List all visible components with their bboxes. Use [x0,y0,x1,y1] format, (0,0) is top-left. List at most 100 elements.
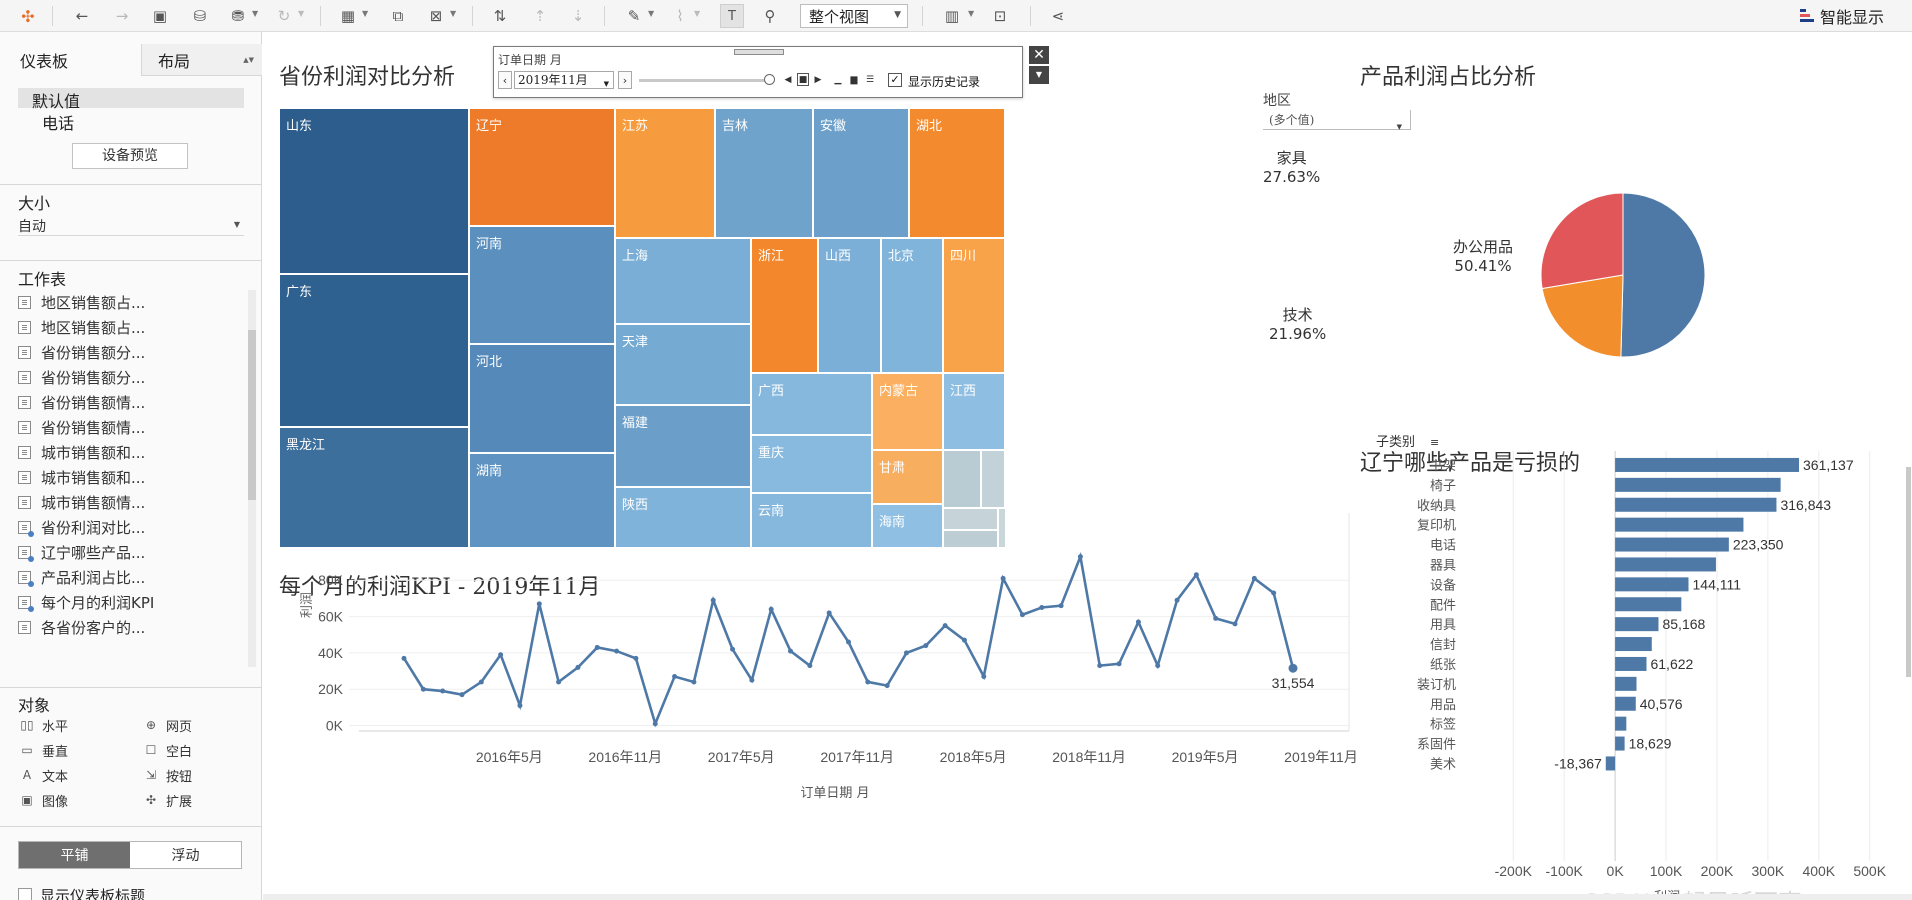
treemap-cell[interactable] [998,508,1006,548]
data-point[interactable] [536,601,542,607]
sheet-item[interactable]: 各省份客户的... [18,615,238,640]
treemap-cell[interactable] [943,530,998,548]
close-icon[interactable]: ✕ [1029,46,1049,64]
data-point[interactable] [768,606,774,612]
treemap-cell[interactable]: 吉林 [715,108,813,238]
data-point[interactable] [401,655,407,661]
sheet-item[interactable]: 城市销售额和... [18,465,238,490]
play-icon[interactable]: ▶ [814,74,822,85]
data-point[interactable] [807,663,813,669]
data-point[interactable] [981,674,987,680]
data-point[interactable] [1000,575,1006,581]
data-point[interactable] [903,650,909,656]
duplicate-icon[interactable]: ⧉ [392,7,404,25]
data-point[interactable] [1232,621,1238,627]
data-point[interactable] [672,674,678,680]
pie-slice[interactable] [1541,274,1624,358]
refresh-icon[interactable]: ↻ [277,7,291,25]
step-back-icon[interactable]: ◀ [784,74,792,85]
region-filter-select[interactable]: (多个值) ▼ [1263,110,1411,131]
bar[interactable] [1615,696,1636,711]
bar[interactable] [1615,716,1627,731]
pin-icon[interactable]: ⚲ [764,7,776,25]
treemap-cell[interactable]: 内蒙古 [872,373,943,450]
show-title-checkbox[interactable]: 显示仪表板标题 [18,885,145,900]
floating-button[interactable]: 浮动 [130,842,241,868]
highlight-icon[interactable]: ✎ [627,7,641,25]
device-phone[interactable]: 电话 [42,114,75,133]
object-text[interactable]: A 文本 [18,765,118,785]
bar[interactable] [1615,656,1647,671]
drag-handle[interactable] [734,49,784,55]
sheet-item[interactable]: 省份销售额情... [18,415,238,440]
sheet-item[interactable]: 城市销售额和... [18,440,238,465]
sheet-item[interactable]: 地区销售额占... [18,290,238,315]
bar[interactable] [1615,497,1777,512]
speed-fast-icon[interactable]: ☰ [865,74,875,85]
pie-slice[interactable] [1620,192,1706,358]
sheet-item[interactable]: 省份利润对比... [18,515,238,540]
treemap-cell[interactable]: 河南 [469,226,615,344]
data-point[interactable] [691,679,697,685]
treemap-cell[interactable]: 上海 [615,238,751,324]
bar[interactable] [1615,736,1625,751]
object-web[interactable]: ⊕ 网页 [142,715,242,735]
treemap-cell[interactable]: 江西 [943,373,1005,450]
treemap-cell[interactable]: 湖北 [909,108,1005,238]
treemap-cell[interactable]: 浙江 [751,238,818,373]
data-point[interactable] [865,679,871,685]
bar-scrollbar[interactable] [1906,467,1911,677]
sort-asc-icon[interactable]: ⇡ [533,7,547,25]
treemap-cell[interactable]: 山西 [818,238,881,373]
data-point[interactable] [961,637,967,643]
treemap-cell[interactable]: 福建 [615,405,751,487]
data-point[interactable] [1116,661,1122,667]
share-icon[interactable]: ⋖ [1051,7,1065,25]
treemap-cell[interactable]: 北京 [881,238,943,373]
sheet-item[interactable]: 地区销售额占... [18,315,238,340]
device-default[interactable]: 默认值 [18,88,244,111]
undo-icon[interactable]: ← [75,7,89,25]
datasource-icon[interactable]: ⛃ [231,7,245,25]
data-point[interactable] [575,664,581,670]
sheet-item[interactable]: 省份销售额分... [18,340,238,365]
slider-handle[interactable] [764,74,775,85]
object-button[interactable]: ⇲ 按钮 [142,765,242,785]
data-point[interactable] [594,644,600,650]
month-select[interactable]: 2019年11月 ▼ [514,71,614,89]
object-horizontal[interactable]: ▯▯ 水平 [18,715,118,735]
data-point[interactable] [1288,663,1298,673]
view-mode-select[interactable]: 整个视图 ▼ [800,4,908,28]
label-icon[interactable]: T [720,4,744,28]
bar[interactable] [1615,457,1800,472]
new-datasource-icon[interactable]: ⛁ [193,7,207,25]
treemap-cell[interactable]: 四川 [943,238,1005,373]
bar[interactable] [1615,637,1652,652]
treemap-cell[interactable]: 陕西 [615,487,751,548]
treemap-cell[interactable]: 湖南 [469,453,615,548]
presentation-icon[interactable]: ⊡ [993,7,1007,25]
data-point[interactable] [730,646,736,652]
data-point[interactable] [923,643,929,649]
sort-icon[interactable]: ≡ [1430,436,1439,449]
treemap-cell[interactable]: 广东 [279,274,469,427]
object-extension[interactable]: ✣ 扩展 [142,790,242,810]
swap-icon[interactable]: ⇅ [493,7,507,25]
data-point[interactable] [1077,554,1083,560]
data-point[interactable] [614,648,620,654]
sheet-list-scrollbar[interactable] [248,290,256,667]
pie-slice[interactable] [1540,192,1624,290]
data-point[interactable] [1271,590,1277,596]
treemap-cell[interactable]: 海南 [872,504,943,548]
treemap-cell[interactable] [943,508,998,530]
data-point[interactable] [556,679,562,685]
data-point[interactable] [1251,575,1257,581]
bar[interactable] [1615,557,1716,572]
sheet-item[interactable]: 省份销售额情... [18,390,238,415]
data-point[interactable] [788,648,794,654]
treemap-cell[interactable] [981,450,1005,508]
data-point[interactable] [498,652,504,658]
more-options-icon[interactable]: ▼ [1029,66,1049,84]
data-point[interactable] [1039,604,1045,610]
object-vertical[interactable]: ▭ 垂直 [18,740,118,760]
